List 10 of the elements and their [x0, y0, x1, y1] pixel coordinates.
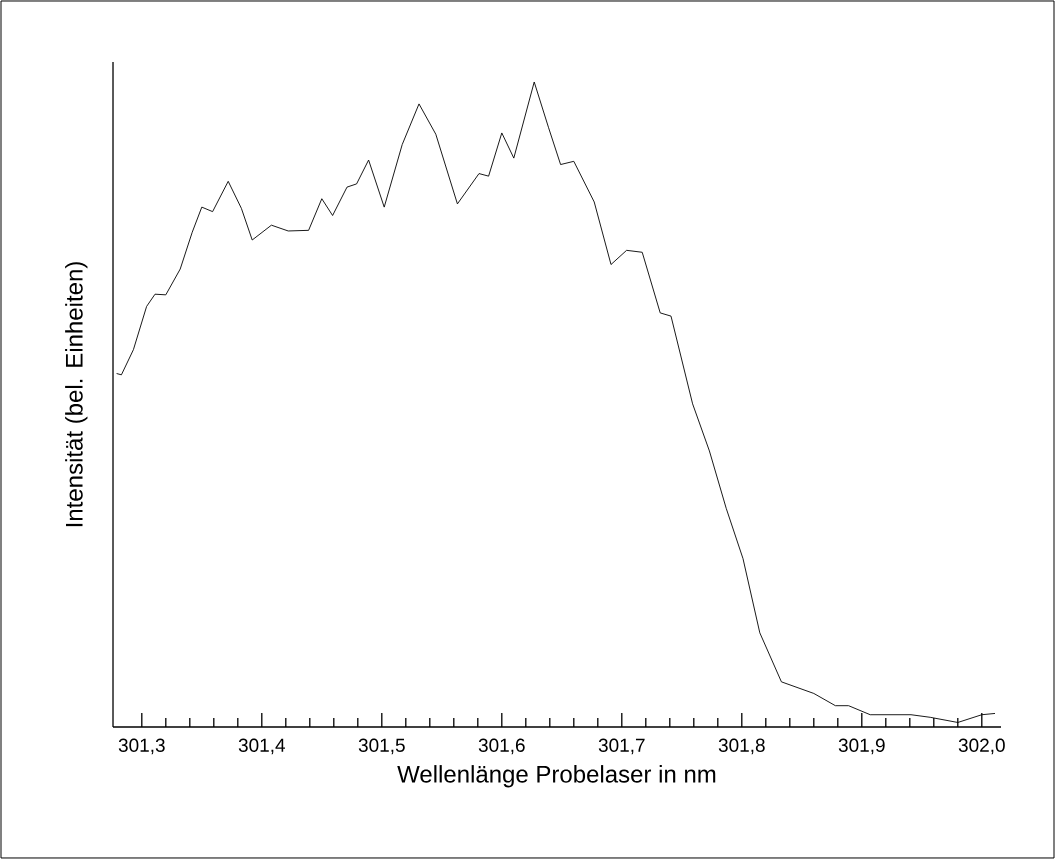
y-axis-title: Intensität (bel. Einheiten)	[65, 262, 88, 527]
x-tick-label: 301,6	[478, 738, 525, 755]
x-tick-label: 301,4	[238, 738, 286, 755]
x-tick-label: 302,0	[958, 738, 1005, 755]
x-tick-label: 301,8	[718, 738, 765, 755]
x-tick-label: 301,9	[838, 738, 885, 755]
x-axis-title: Wellenlänge Probelaser in nm	[397, 765, 716, 788]
x-tick-label: 301,5	[358, 738, 405, 755]
x-tick-label: 301,3	[118, 738, 165, 755]
x-tick-label: 301,7	[598, 738, 645, 755]
